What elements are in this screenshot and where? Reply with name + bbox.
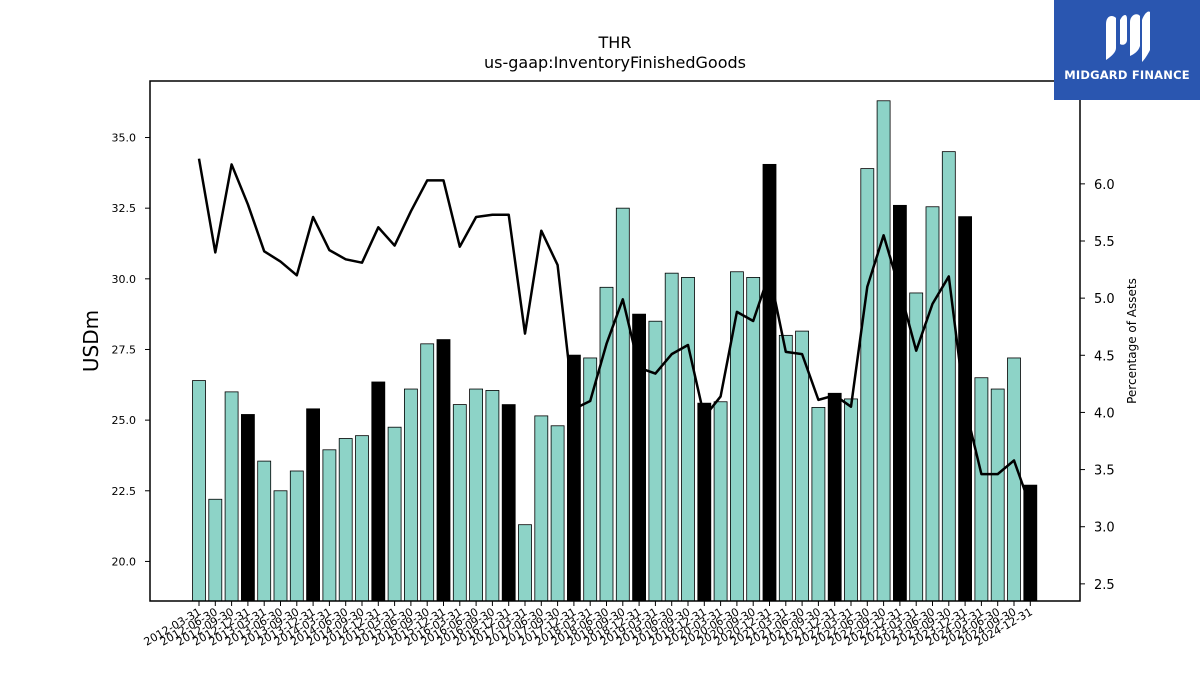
y2-axis-label: Percentage of Assets [1125, 278, 1139, 404]
axes-layer: 20.0 22.5 25.0 27.5 30.0 32.5 35.0 2.5 3.0 3.5 4.0… [112, 132, 1115, 649]
chart-title: THR [598, 33, 632, 52]
bar-2015-06-30 [403, 388, 418, 602]
y2-tick-label: 4.0 [1094, 406, 1115, 421]
bar-2024-03-31 [974, 377, 989, 602]
bar-2014-06-30 [338, 438, 353, 602]
bar-2019-09-30 [681, 277, 695, 602]
plot-frame [149, 80, 1081, 602]
y-tick-label: 25.0 [112, 414, 137, 427]
bar-2016-09-30 [485, 390, 500, 602]
bar-2012-12-31 [240, 414, 255, 602]
bar-2017-12-31 [567, 354, 581, 602]
y2-tick-label: 3.0 [1094, 521, 1115, 536]
y-tick-label: 35.0 [112, 132, 137, 145]
y2-tick-label: 4.5 [1094, 349, 1115, 364]
bar-2013-09-30 [289, 470, 304, 602]
y-tick-label: 20.0 [112, 555, 137, 568]
y-tick-label: 32.5 [112, 202, 137, 215]
bar-2014-03-31 [322, 449, 337, 602]
bar-2012-03-31 [192, 380, 206, 602]
bar-2013-12-31 [306, 408, 321, 602]
bar-2018-09-30 [615, 207, 630, 602]
bar-2017-09-30 [550, 425, 565, 602]
bar-2014-12-31 [371, 381, 386, 602]
y2-tick-label: 5.5 [1094, 235, 1115, 250]
midgard-finance-logo: MIDGARD FINANCE [1054, 0, 1200, 100]
bar-2012-09-30 [224, 391, 239, 602]
bar-2023-06-30 [925, 206, 940, 602]
bar-2021-12-31 [827, 392, 842, 602]
bar-2022-06-30 [860, 168, 875, 602]
bar-2017-06-30 [534, 415, 549, 602]
line-layer [197, 158, 1032, 507]
y-axis-label: USDm [79, 310, 103, 372]
midgard-m-logo-icon [1106, 11, 1150, 63]
bar-2014-09-30 [355, 435, 369, 602]
bar-2022-09-30 [876, 100, 891, 602]
y-tick-label: 30.0 [112, 273, 137, 286]
bar-2016-12-31 [501, 404, 516, 602]
chart-subtitle: us-gaap:InventoryFinishedGoods [484, 53, 746, 72]
bar-2022-12-31 [893, 204, 907, 602]
bar-2013-06-30 [273, 490, 288, 602]
bar-2020-06-30 [730, 271, 744, 602]
bar-2022-03-31 [844, 398, 858, 602]
bar-2015-12-31 [436, 339, 451, 602]
bar-2019-03-31 [648, 320, 663, 602]
y2-tick-label: 6.0 [1094, 178, 1115, 193]
bar-2019-12-31 [697, 402, 712, 602]
y-tick-label: 22.5 [112, 485, 137, 498]
bar-2018-03-31 [583, 357, 598, 602]
bar-2013-03-31 [257, 460, 272, 602]
pct-assets-line [197, 158, 1032, 507]
bar-2020-03-31 [713, 401, 728, 602]
bar-2024-09-30 [1007, 357, 1021, 602]
bar-2015-03-31 [387, 426, 402, 602]
bar-2012-06-30 [208, 498, 223, 602]
bar-2021-09-30 [811, 407, 826, 602]
bar-2016-06-30 [469, 388, 484, 602]
y2-tick-label: 3.5 [1094, 464, 1115, 479]
bars-layer [192, 100, 1038, 602]
y2-tick-label: 5.0 [1094, 292, 1115, 307]
bar-2021-03-31 [778, 334, 793, 602]
bar-2021-06-30 [795, 330, 809, 602]
bar-2015-09-30 [420, 343, 435, 602]
bar-2016-03-31 [452, 404, 467, 602]
y2-tick-label: 2.5 [1094, 578, 1115, 593]
bar-2024-06-30 [990, 388, 1005, 602]
bar-2023-09-30 [941, 151, 956, 602]
bar-2020-12-31 [762, 163, 777, 602]
bar-2017-03-31 [518, 524, 532, 602]
y-tick-label: 27.5 [112, 343, 137, 356]
bar-2020-09-30 [746, 277, 761, 602]
bar-2018-12-31 [632, 313, 646, 602]
bar-2019-06-30 [664, 272, 679, 602]
logo-text: MIDGARD FINANCE [1064, 68, 1190, 82]
